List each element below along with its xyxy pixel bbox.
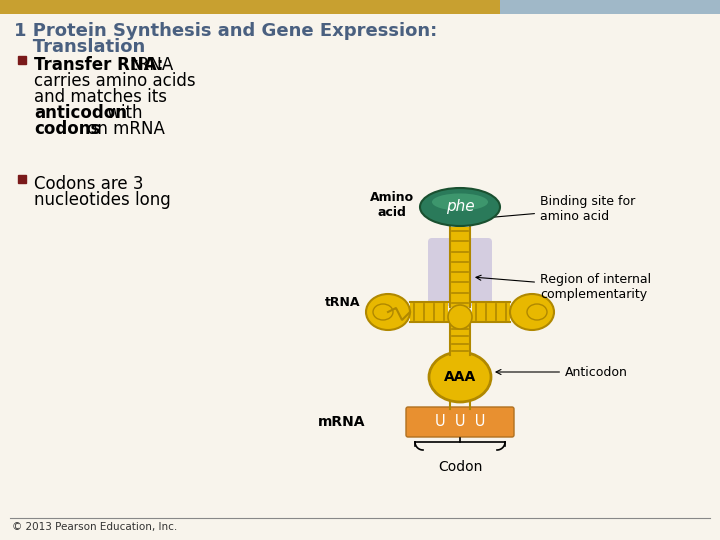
Text: Translation: Translation <box>14 38 145 56</box>
Text: Transfer RNA:: Transfer RNA: <box>34 56 163 74</box>
Text: and matches its: and matches its <box>34 88 167 106</box>
FancyBboxPatch shape <box>406 407 514 437</box>
Ellipse shape <box>373 304 393 320</box>
Text: on mRNA: on mRNA <box>82 120 165 138</box>
Text: carries amino acids: carries amino acids <box>34 72 196 90</box>
Text: Codon: Codon <box>438 460 482 474</box>
Text: nucleotides long: nucleotides long <box>34 191 171 209</box>
Text: Region of internal
complementarity: Region of internal complementarity <box>476 273 651 301</box>
Bar <box>450 227 470 307</box>
Text: AAA: AAA <box>444 370 476 384</box>
Bar <box>472 302 510 322</box>
Text: anticodon: anticodon <box>34 104 127 122</box>
Text: Codons are 3: Codons are 3 <box>34 175 143 193</box>
Text: 1 Protein Synthesis and Gene Expression:: 1 Protein Synthesis and Gene Expression: <box>14 22 437 40</box>
Text: tRNA: tRNA <box>126 56 174 74</box>
Bar <box>410 302 448 322</box>
Ellipse shape <box>432 193 488 211</box>
Text: Amino
acid: Amino acid <box>370 191 414 219</box>
Ellipse shape <box>527 304 547 320</box>
Text: with: with <box>102 104 143 122</box>
Text: Binding site for
amino acid: Binding site for amino acid <box>476 195 635 223</box>
Bar <box>500 0 720 14</box>
Bar <box>450 317 470 355</box>
FancyBboxPatch shape <box>428 238 492 306</box>
Text: © 2013 Pearson Education, Inc.: © 2013 Pearson Education, Inc. <box>12 522 177 532</box>
Ellipse shape <box>366 294 410 330</box>
Ellipse shape <box>448 305 472 329</box>
Text: mRNA: mRNA <box>318 415 365 429</box>
Text: codons: codons <box>34 120 100 138</box>
Text: tRNA: tRNA <box>325 295 360 308</box>
Text: phe: phe <box>446 199 474 214</box>
Bar <box>18 175 26 183</box>
Ellipse shape <box>429 352 491 402</box>
Text: Anticodon: Anticodon <box>496 366 628 379</box>
Bar <box>18 56 26 64</box>
Text: U  U  U: U U U <box>435 415 485 429</box>
Bar <box>0 0 500 14</box>
Ellipse shape <box>510 294 554 330</box>
Ellipse shape <box>420 188 500 226</box>
